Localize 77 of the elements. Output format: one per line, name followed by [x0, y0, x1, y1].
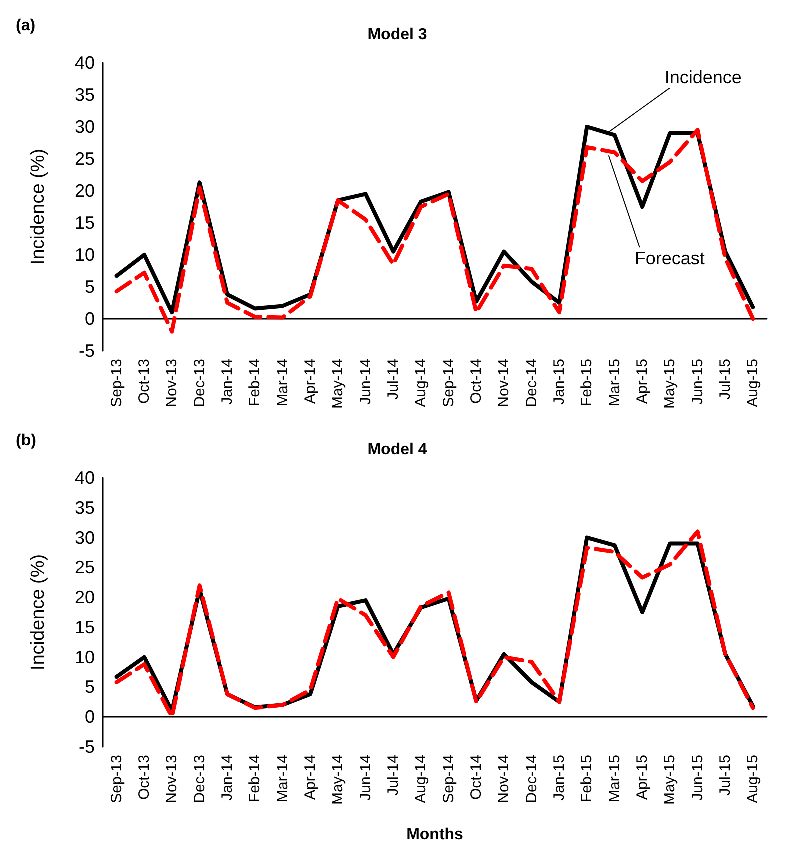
x-tick-label: Jan-15: [551, 755, 568, 801]
x-tick-label: Jun-15: [689, 755, 706, 801]
x-tick-label: Jun-14: [357, 755, 374, 801]
y-tick-label: 25: [74, 558, 95, 578]
x-tick-label: Jul-15: [717, 359, 734, 400]
y-tick-label: 35: [74, 498, 95, 518]
x-tick-label: Mar-15: [606, 755, 624, 803]
y-tick-label: 0: [84, 707, 95, 728]
x-tick-label: Jan-15: [551, 359, 568, 405]
y-tick-label: 40: [74, 53, 95, 73]
x-tick-label: Sep-13: [108, 359, 126, 408]
x-tick-label: Dec-14: [523, 359, 540, 408]
y-axis-title: Incidence (%): [28, 554, 49, 671]
x-tick-label: Mar-15: [606, 359, 624, 407]
x-tick-label: Jul-14: [385, 359, 402, 400]
x-tick-label: Nov-14: [496, 359, 513, 408]
x-tick-label: Apr-15: [634, 359, 651, 404]
x-tick-label: May-14: [330, 359, 347, 410]
x-tick-label: Nov-13: [164, 359, 181, 408]
y-tick-label: 20: [74, 181, 95, 201]
y-tick-label: -5: [78, 737, 95, 757]
chart-title: Model 3: [368, 26, 428, 44]
x-tick-label: Jun-14: [357, 359, 374, 405]
x-tick-label: May-15: [662, 359, 679, 410]
x-tick-label: Feb-15: [578, 755, 596, 803]
x-tick-label: Oct-13: [136, 755, 153, 800]
x-axis-title: Months: [406, 826, 464, 844]
annotation: Forecast: [634, 248, 705, 269]
y-tick-label: 10: [74, 647, 95, 668]
x-tick-label: Oct-14: [468, 359, 485, 404]
annotation: Incidence: [664, 67, 742, 88]
y-tick-label: 40: [74, 468, 95, 488]
x-tick-label: Sep-13: [108, 755, 126, 804]
x-tick-label: May-15: [662, 755, 679, 806]
y-tick-label: 5: [84, 677, 95, 698]
y-tick-label: 15: [74, 617, 95, 638]
y-tick-label: 25: [74, 149, 95, 169]
x-tick-label: Apr-14: [302, 359, 319, 404]
x-tick-label: Apr-15: [634, 755, 651, 800]
x-tick-label: May-14: [330, 755, 347, 806]
x-tick-label: Dec-14: [523, 755, 540, 804]
y-tick-label: -5: [78, 341, 95, 361]
x-tick-label: Apr-14: [302, 755, 319, 800]
x-tick-label: Dec-13: [191, 755, 208, 804]
x-tick-label: Aug-15: [744, 755, 762, 804]
y-tick-label: 30: [74, 117, 95, 137]
x-tick-label: Aug-15: [744, 359, 762, 408]
chart-title: Model 4: [368, 442, 428, 458]
text: (a): [16, 18, 36, 34]
x-tick-label: Jun-15: [689, 359, 706, 405]
y-tick-label: 0: [84, 309, 95, 329]
x-tick-label: Mar-14: [274, 755, 292, 803]
x-tick-label: Feb-15: [578, 359, 596, 407]
x-tick-label: Feb-14: [246, 359, 264, 407]
y-tick-label: 10: [74, 245, 95, 265]
x-tick-label: Oct-14: [468, 755, 485, 800]
x-tick-label: Nov-14: [496, 755, 513, 804]
y-tick-label: 15: [74, 213, 95, 233]
y-tick-label: 20: [74, 588, 95, 608]
x-tick-label: Jul-14: [385, 755, 402, 796]
x-tick-label: Sep-14: [440, 359, 458, 408]
x-tick-label: Oct-13: [136, 359, 153, 404]
x-tick-label: Jan-14: [219, 755, 236, 801]
x-tick-label: Sep-14: [440, 755, 458, 804]
x-tick-label: Jul-15: [717, 755, 734, 796]
x-tick-label: Dec-13: [191, 359, 208, 408]
y-axis-title: Incidence (%): [28, 148, 49, 266]
x-tick-label: Mar-14: [274, 359, 292, 407]
y-tick-label: 30: [74, 528, 95, 548]
x-tick-label: Nov-13: [164, 755, 181, 804]
x-tick-label: Aug-14: [412, 359, 430, 408]
x-tick-label: Aug-14: [412, 755, 430, 804]
y-tick-label: 5: [84, 277, 95, 297]
x-tick-label: Feb-14: [246, 755, 264, 803]
x-tick-label: Jan-14: [219, 359, 236, 405]
text: (b): [16, 432, 36, 450]
y-tick-label: 35: [74, 85, 95, 105]
